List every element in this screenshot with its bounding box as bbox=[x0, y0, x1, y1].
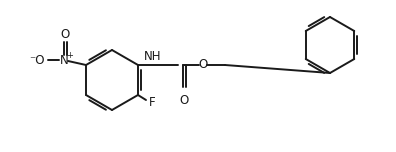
Text: O: O bbox=[198, 59, 208, 71]
Text: ⁻O: ⁻O bbox=[29, 54, 45, 67]
Text: F: F bbox=[148, 97, 155, 109]
Text: +: + bbox=[67, 50, 73, 59]
Text: N: N bbox=[60, 54, 69, 67]
Text: NH: NH bbox=[144, 50, 162, 63]
Text: O: O bbox=[61, 29, 70, 41]
Text: O: O bbox=[179, 94, 188, 107]
